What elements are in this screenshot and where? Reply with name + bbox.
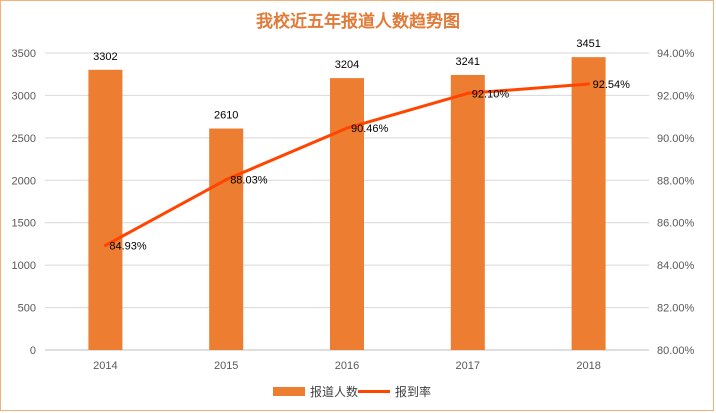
bar-2016: [330, 78, 364, 351]
y-right-tick-label: 92.00%: [657, 90, 695, 102]
bar-data-label: 3241: [456, 56, 480, 68]
line-data-label: 92.54%: [593, 79, 631, 91]
y-right-tick-label: 86.00%: [657, 218, 695, 230]
y-right-tick-label: 88.00%: [657, 175, 695, 187]
y-left-tick-label: 500: [18, 303, 36, 315]
bar-2014: [88, 69, 123, 351]
line-data-label: 88.03%: [230, 175, 268, 187]
x-axis-ticks: 2014 2015 2016 2017 2018: [93, 360, 601, 372]
bar-2018: [571, 57, 606, 351]
y-left-tick-label: 3000: [12, 90, 36, 102]
x-tick-label: 2018: [576, 360, 600, 372]
y-right-tick-label: 90.00%: [657, 133, 695, 145]
line-point: [587, 82, 591, 86]
y-left-tick-label: 3500: [12, 48, 36, 60]
y-left-tick-label: 2000: [12, 175, 36, 187]
bar-data-label: 2610: [214, 110, 238, 122]
y-left-tick-label: 2500: [12, 133, 36, 145]
y-left-tick-label: 1500: [12, 218, 36, 230]
y-right-tick-label: 82.00%: [657, 303, 695, 315]
legend-label-line: 报到率: [395, 384, 431, 399]
x-tick-label: 2015: [214, 360, 238, 372]
line-data-label: 84.93%: [109, 240, 147, 252]
x-tick-label: 2016: [335, 360, 359, 372]
bar-data-label: 3302: [93, 51, 117, 63]
line-point: [345, 126, 349, 130]
x-tick-label: 2017: [456, 360, 480, 372]
bar-2017: [450, 74, 485, 350]
y-left-tick-label: 0: [30, 345, 36, 357]
y-right-tick-label: 80.00%: [657, 345, 695, 357]
left-axis-ticks: 0 500 1000 1500 2000 2500 3000 3500: [12, 48, 36, 357]
right-axis-ticks: 80.00% 82.00% 84.00% 86.00% 88.00% 90.00% 92.0…: [657, 48, 695, 357]
legend: 报道人数 报到率: [273, 384, 431, 399]
line-data-label: 92.10%: [472, 88, 510, 100]
line-point: [466, 91, 470, 95]
bar-series: 3302 2610 3204 3241 3451: [88, 38, 606, 351]
line-point: [103, 243, 107, 247]
line-series: 84.93% 88.03% 90.46% 92.10% 92.54%: [103, 79, 631, 252]
y-right-tick-label: 84.00%: [657, 260, 695, 272]
legend-swatch-bar: [273, 387, 305, 396]
legend-label-bar: 报道人数: [310, 384, 358, 399]
bar-2015: [209, 128, 244, 350]
line-point: [224, 178, 228, 182]
chart-title: 我校近五年报道人数趋势图: [256, 11, 460, 32]
y-left-tick-label: 1000: [12, 260, 36, 272]
y-right-tick-label: 94.00%: [657, 48, 695, 60]
line-data-label: 90.46%: [351, 123, 389, 135]
bar-data-label: 3451: [576, 38, 600, 50]
x-tick-label: 2014: [93, 360, 117, 372]
bar-data-label: 3204: [335, 59, 359, 71]
